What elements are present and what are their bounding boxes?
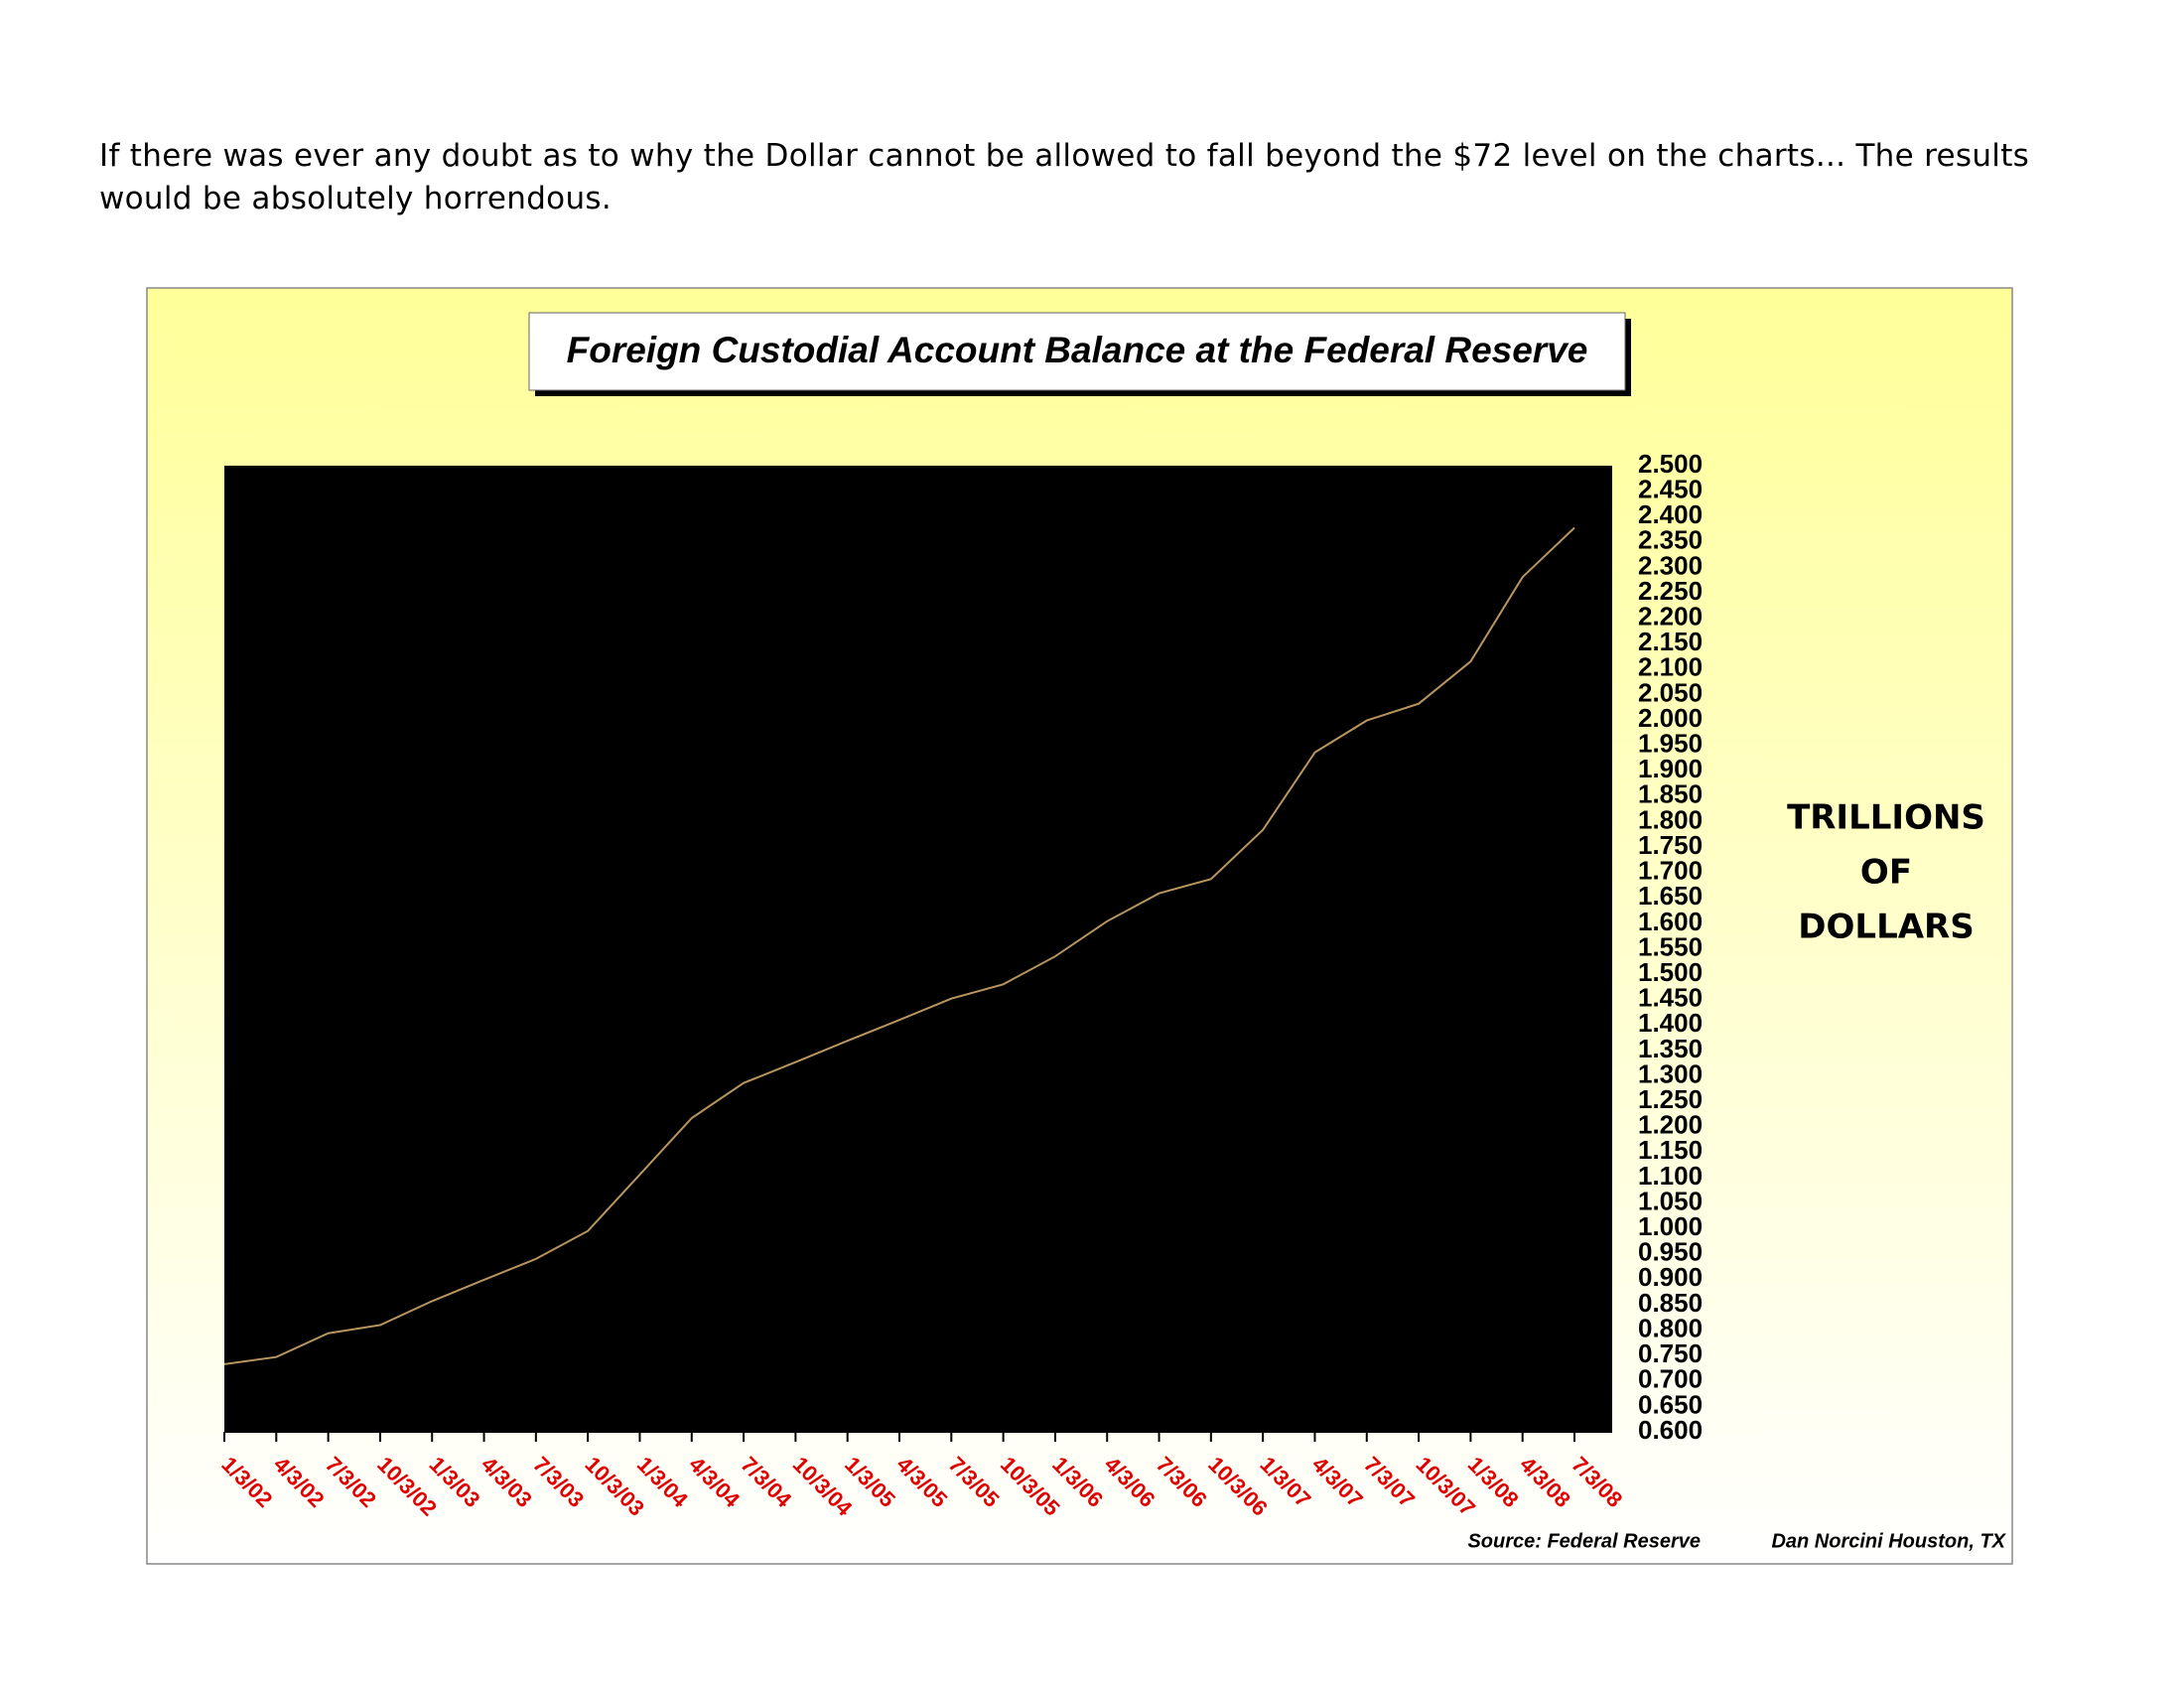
y-tick-label: 2.200 bbox=[1638, 602, 1703, 632]
y-tick-label: 2.400 bbox=[1638, 499, 1703, 529]
y-tick-label: 1.400 bbox=[1638, 1008, 1703, 1038]
intro-text: If there was ever any doubt as to why th… bbox=[99, 138, 2030, 216]
y-tick-label: 1.650 bbox=[1638, 881, 1703, 911]
y-tick-label: 1.050 bbox=[1638, 1186, 1703, 1215]
y-tick-label: 1.550 bbox=[1638, 931, 1703, 961]
y-tick-label: 1.100 bbox=[1638, 1161, 1703, 1191]
y-tick-label: 1.700 bbox=[1638, 856, 1703, 886]
y-tick-label: 2.050 bbox=[1638, 677, 1703, 707]
y-tick-label: 1.600 bbox=[1638, 907, 1703, 936]
y-tick-label: 0.650 bbox=[1638, 1389, 1703, 1419]
credit-note: Dan Norcini Houston, TX bbox=[1771, 1530, 2006, 1552]
y-tick-label: 2.000 bbox=[1638, 703, 1703, 733]
y-tick-label: 1.800 bbox=[1638, 804, 1703, 834]
y-axis-label: TRILLIONS bbox=[1787, 798, 1985, 838]
y-tick-label: 2.250 bbox=[1638, 576, 1703, 606]
title-box bbox=[528, 312, 1626, 391]
y-tick-label: 0.950 bbox=[1638, 1237, 1703, 1267]
y-tick-label: 1.900 bbox=[1638, 754, 1703, 783]
y-tick-label: 0.750 bbox=[1638, 1338, 1703, 1368]
y-tick-label: 0.600 bbox=[1638, 1415, 1703, 1445]
y-tick-label: 2.300 bbox=[1638, 550, 1703, 580]
y-axis-label: OF bbox=[1860, 853, 1912, 893]
y-tick-label: 1.750 bbox=[1638, 830, 1703, 860]
source-note: Source: Federal Reserve bbox=[1467, 1530, 1701, 1552]
y-tick-label: 1.150 bbox=[1638, 1135, 1703, 1165]
y-tick-label: 2.150 bbox=[1638, 627, 1703, 656]
y-tick-label: 1.850 bbox=[1638, 779, 1703, 809]
y-tick-label: 2.500 bbox=[1638, 449, 1703, 479]
chart-title: Foreign Custodial Account Balance at the… bbox=[567, 330, 1588, 370]
y-tick-label: 0.900 bbox=[1638, 1262, 1703, 1292]
y-axis-label: DOLLARS bbox=[1798, 908, 1974, 947]
y-tick-label: 2.450 bbox=[1638, 474, 1703, 503]
y-tick-label: 0.800 bbox=[1638, 1313, 1703, 1342]
y-tick-label: 1.200 bbox=[1638, 1110, 1703, 1140]
y-tick-label: 1.000 bbox=[1638, 1211, 1703, 1241]
y-tick-label: 1.450 bbox=[1638, 983, 1703, 1013]
y-tick-label: 2.100 bbox=[1638, 652, 1703, 682]
y-tick-label: 0.850 bbox=[1638, 1288, 1703, 1318]
y-tick-label: 1.350 bbox=[1638, 1034, 1703, 1063]
data-line bbox=[223, 526, 1575, 1365]
y-tick-label: 1.500 bbox=[1638, 957, 1703, 987]
y-tick-label: 2.350 bbox=[1638, 525, 1703, 555]
y-tick-label: 1.950 bbox=[1638, 729, 1703, 759]
plot-area bbox=[224, 466, 1612, 1432]
y-tick-label: 0.700 bbox=[1638, 1364, 1703, 1394]
y-tick-label: 1.250 bbox=[1638, 1084, 1703, 1114]
y-tick-label: 1.300 bbox=[1638, 1058, 1703, 1088]
